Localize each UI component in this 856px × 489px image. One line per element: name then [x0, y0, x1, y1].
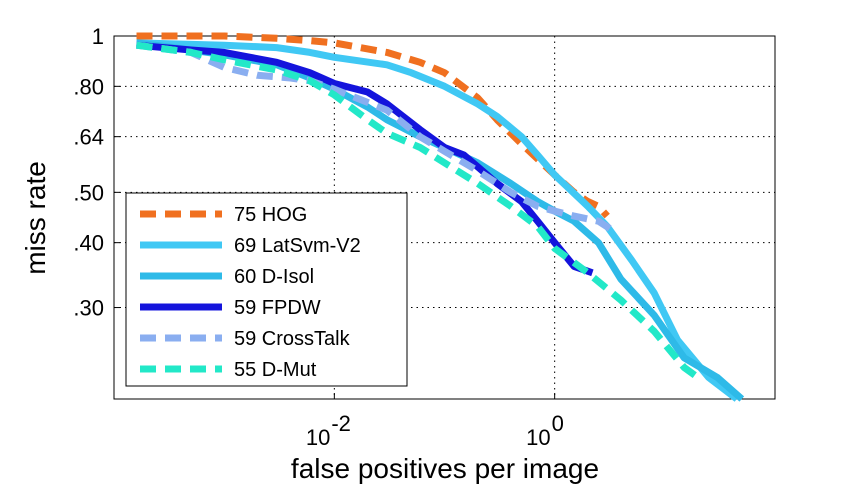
legend-label: 69 LatSvm-V2 — [234, 235, 361, 257]
y-tick-label: 1 — [92, 24, 104, 49]
y-axis-ticks: 1 .80 .64 .50 .40 .30 — [73, 24, 120, 321]
x-tick-exponent: -2 — [331, 411, 351, 436]
legend-box — [125, 192, 408, 387]
series-line-2 — [136, 39, 739, 402]
y-tick-label: .50 — [73, 180, 104, 205]
legend-label: 55 D-Mut — [234, 359, 317, 381]
series-lines — [136, 32, 745, 402]
legend-entry: 55 D-Mut — [140, 359, 317, 381]
legend-entry: 69 LatSvm-V2 — [140, 235, 361, 257]
y-tick-label: .40 — [73, 231, 104, 256]
series-line-4 — [136, 41, 594, 277]
legend-label: 75 HOG — [234, 204, 307, 226]
legend: 75 HOG 69 LatSvm-V2 60 D-Isol 59 FPDW 59 Cro… — [125, 192, 408, 387]
legend-label: 59 FPDW — [234, 297, 321, 319]
legend-entry: 59 CrossTalk — [140, 328, 351, 350]
y-tick-label: .64 — [73, 125, 104, 150]
y-axis-label: miss rate — [20, 161, 51, 275]
x-axis-label: false positives per image — [291, 453, 599, 484]
legend-entry: 60 D-Isol — [140, 266, 314, 288]
legend-label: 60 D-Isol — [234, 266, 314, 288]
legend-entry: 59 FPDW — [140, 297, 321, 319]
series-line-1 — [136, 32, 610, 219]
x-tick-base: 10 — [306, 425, 330, 450]
x-tick-exponent: 0 — [552, 411, 564, 436]
x-tick-label: 10-2 — [306, 411, 351, 450]
x-tick-base: 10 — [526, 425, 550, 450]
y-tick-label: .80 — [73, 74, 104, 99]
legend-label: 59 CrossTalk — [234, 328, 351, 350]
series-line-5 — [136, 41, 617, 235]
series-line-6 — [136, 41, 701, 381]
legend-entry: 75 HOG — [140, 204, 307, 226]
y-tick-label: .30 — [73, 296, 104, 321]
x-tick-label: 100 — [526, 411, 564, 450]
